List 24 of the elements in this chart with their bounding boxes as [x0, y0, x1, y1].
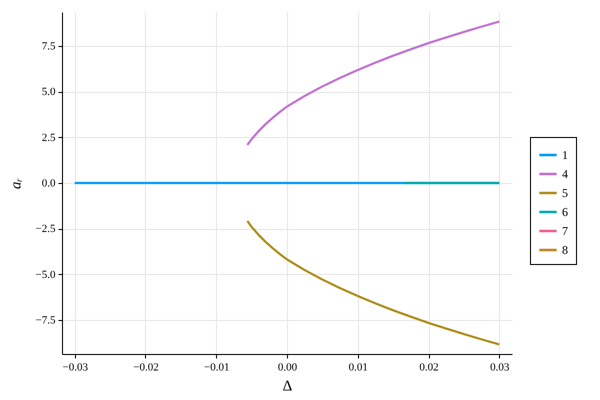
legend-label: 1 [562, 148, 568, 162]
y-tick-label: 2.5 [42, 132, 56, 144]
y-tick-label: 0.0 [42, 178, 56, 190]
y-tick-label: 7.5 [42, 40, 56, 52]
x-tick-label: 0.01 [348, 362, 368, 374]
legend-label: 7 [562, 224, 568, 238]
legend-label: 5 [562, 186, 568, 200]
x-axis-title: Δ [282, 378, 293, 394]
x-tick-label: 0.00 [278, 362, 298, 374]
y-tick-label: −7.5 [36, 314, 56, 327]
x-tick-label: 0.02 [419, 362, 439, 374]
line-series [246, 20, 500, 146]
y-axis-title: aᵣ [8, 178, 25, 190]
y-tick-label: −2.5 [36, 223, 56, 236]
y-tick-label: −5.0 [36, 268, 56, 281]
x-tick-label: 0.03 [490, 362, 510, 374]
y-tick-label: 5.0 [42, 86, 56, 98]
x-tick-label: −0.02 [133, 362, 159, 374]
legend-label: 6 [562, 205, 568, 219]
legend-label: 4 [562, 167, 568, 181]
x-tick-label: −0.01 [204, 362, 230, 374]
legend-label: 8 [562, 243, 568, 257]
x-tick-label: −0.03 [62, 362, 88, 374]
line-series [246, 220, 500, 346]
